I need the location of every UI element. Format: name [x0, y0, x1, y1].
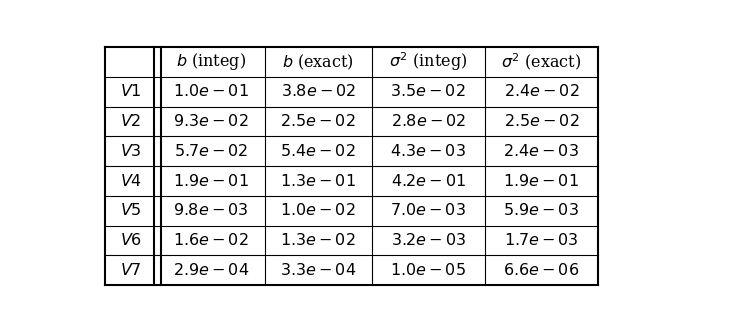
Text: $5.9e-03$: $5.9e-03$ [503, 202, 579, 219]
Text: $b$ (integ): $b$ (integ) [176, 51, 246, 72]
Text: $2.4e-03$: $2.4e-03$ [503, 143, 579, 160]
Text: $3.3e-04$: $3.3e-04$ [280, 262, 356, 279]
Text: $V6$: $V6$ [120, 232, 142, 249]
Text: $1.0e-02$: $1.0e-02$ [280, 202, 356, 219]
Text: $V4$: $V4$ [120, 172, 142, 190]
Text: $3.2e-03$: $3.2e-03$ [390, 232, 466, 249]
Text: $5.7e-02$: $5.7e-02$ [174, 143, 248, 160]
Text: $2.8e-02$: $2.8e-02$ [390, 113, 466, 130]
Text: $2.5e-02$: $2.5e-02$ [280, 113, 356, 130]
Text: $4.2e-01$: $4.2e-01$ [390, 172, 466, 190]
Text: $1.3e-02$: $1.3e-02$ [280, 232, 356, 249]
Text: $1.9e-01$: $1.9e-01$ [173, 172, 249, 190]
Text: $V7$: $V7$ [120, 262, 142, 279]
Text: $V5$: $V5$ [120, 202, 142, 219]
Text: $1.6e-02$: $1.6e-02$ [173, 232, 248, 249]
Text: $7.0e-03$: $7.0e-03$ [390, 202, 466, 219]
Text: $2.9e-04$: $2.9e-04$ [173, 262, 249, 279]
Text: $b$ (exact): $b$ (exact) [282, 52, 354, 72]
Text: $1.0e-01$: $1.0e-01$ [173, 83, 249, 100]
Text: $V1$: $V1$ [120, 83, 142, 100]
Text: $2.4e-02$: $2.4e-02$ [503, 83, 579, 100]
Text: $V2$: $V2$ [120, 113, 142, 130]
Text: $\sigma^2$ (exact): $\sigma^2$ (exact) [501, 51, 581, 72]
Text: $9.8e-03$: $9.8e-03$ [173, 202, 248, 219]
Text: $\sigma^2$ (integ): $\sigma^2$ (integ) [389, 51, 468, 73]
Text: $6.6e-06$: $6.6e-06$ [503, 262, 580, 279]
Text: $2.5e-02$: $2.5e-02$ [503, 113, 579, 130]
Text: $1.3e-01$: $1.3e-01$ [280, 172, 356, 190]
Text: $1.7e-03$: $1.7e-03$ [504, 232, 579, 249]
Text: $9.3e-02$: $9.3e-02$ [173, 113, 248, 130]
Text: $V3$: $V3$ [120, 143, 142, 160]
Text: $4.3e-03$: $4.3e-03$ [390, 143, 466, 160]
Text: $1.0e-05$: $1.0e-05$ [390, 262, 466, 279]
Text: $1.9e-01$: $1.9e-01$ [503, 172, 579, 190]
Text: $3.8e-02$: $3.8e-02$ [280, 83, 356, 100]
Text: $3.5e-02$: $3.5e-02$ [390, 83, 466, 100]
Text: $5.4e-02$: $5.4e-02$ [280, 143, 356, 160]
